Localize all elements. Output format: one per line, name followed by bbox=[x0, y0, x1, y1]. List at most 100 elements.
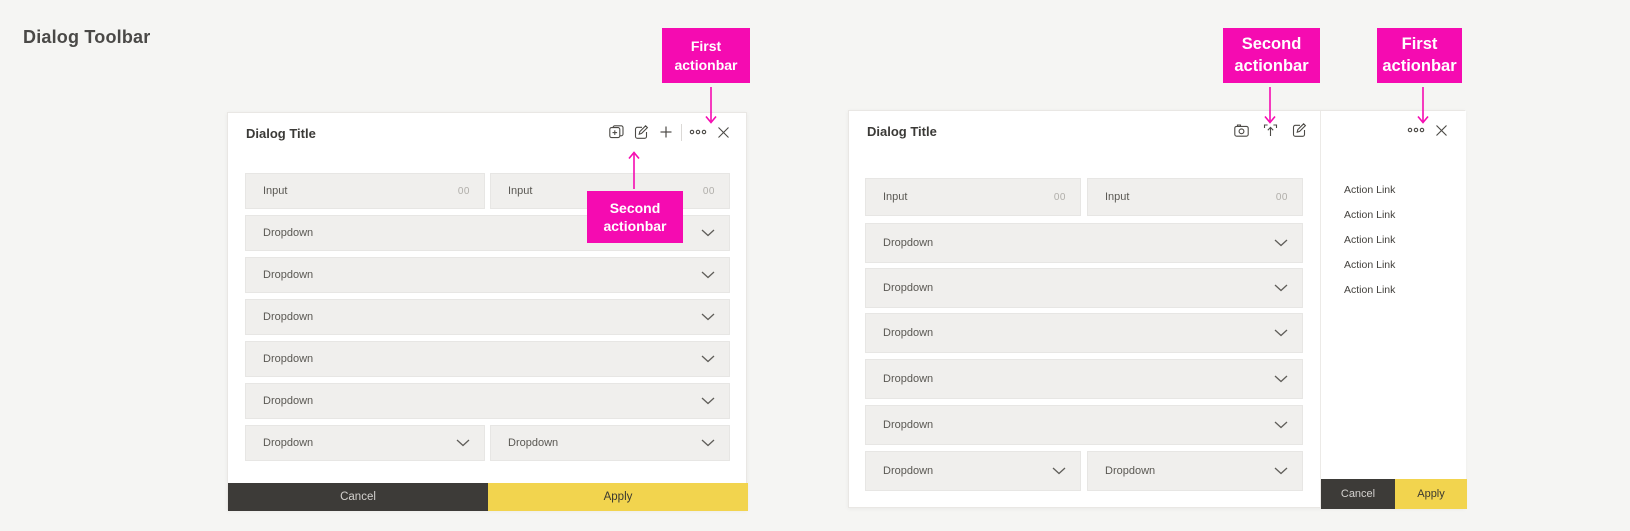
annotation-line: Second bbox=[1241, 34, 1302, 53]
input-label: Input bbox=[508, 185, 533, 197]
action-link[interactable]: Action Link bbox=[1344, 234, 1396, 246]
annotation-arrow-down bbox=[1417, 87, 1429, 124]
chevron-down-icon bbox=[1274, 239, 1288, 247]
close-icon[interactable] bbox=[1432, 121, 1450, 139]
annotation-line: First bbox=[1401, 34, 1438, 53]
chevron-down-icon bbox=[701, 397, 715, 405]
dropdown[interactable]: Dropdown bbox=[245, 257, 730, 293]
dropdown-label: Dropdown bbox=[263, 353, 314, 365]
dropdown[interactable]: Dropdown bbox=[865, 268, 1303, 308]
chevron-down-icon bbox=[1052, 467, 1066, 475]
dropdown-label: Dropdown bbox=[263, 395, 314, 407]
dropdown-label: Dropdown bbox=[1105, 465, 1156, 477]
dropdown-label: Dropdown bbox=[263, 227, 314, 239]
cancel-label: Cancel bbox=[1340, 488, 1376, 500]
input-label: Input bbox=[883, 191, 908, 203]
cancel-label: Cancel bbox=[340, 491, 376, 503]
action-link[interactable]: Action Link bbox=[1344, 209, 1396, 221]
chevron-down-icon bbox=[701, 355, 715, 363]
dropdown-label: Dropdown bbox=[883, 419, 934, 431]
dropdown[interactable]: Dropdown bbox=[865, 405, 1303, 445]
chevron-down-icon bbox=[1274, 329, 1288, 337]
input-label: Input bbox=[1105, 191, 1130, 203]
input-value: 00 bbox=[702, 185, 715, 197]
chevron-down-icon bbox=[1274, 421, 1288, 429]
close-icon[interactable] bbox=[714, 123, 732, 141]
annotation-line: actionbar bbox=[1234, 56, 1309, 75]
annotation-line: First bbox=[690, 38, 722, 55]
plus-icon[interactable] bbox=[657, 123, 675, 141]
action-link[interactable]: Action Link bbox=[1344, 284, 1396, 296]
page-title: Dialog Toolbar bbox=[23, 27, 151, 47]
dialog-left: Dialog Title bbox=[227, 112, 748, 511]
panel-actionbar bbox=[1406, 121, 1450, 139]
dropdown-label: Dropdown bbox=[883, 237, 934, 249]
dropdown[interactable]: Dropdown bbox=[245, 425, 485, 461]
chevron-down-icon bbox=[1274, 375, 1288, 383]
input-field[interactable]: Input 00 bbox=[245, 173, 485, 209]
upload-icon[interactable] bbox=[1261, 121, 1279, 139]
annotation-line: actionbar bbox=[1382, 56, 1457, 75]
cancel-button[interactable]: Cancel bbox=[228, 483, 488, 511]
dropdown-label: Dropdown bbox=[508, 437, 559, 449]
apply-label: Apply bbox=[1417, 488, 1445, 500]
dialog-toolbar bbox=[1232, 121, 1308, 139]
toolbar-divider bbox=[681, 123, 682, 141]
apply-button[interactable]: Apply bbox=[488, 483, 748, 511]
dropdown-label: Dropdown bbox=[883, 282, 934, 294]
action-link[interactable]: Action Link bbox=[1344, 184, 1396, 196]
dropdown[interactable]: Dropdown bbox=[865, 223, 1303, 263]
input-field[interactable]: Input 00 bbox=[1087, 178, 1303, 216]
dropdown[interactable]: Dropdown bbox=[245, 383, 730, 419]
chevron-down-icon bbox=[701, 313, 715, 321]
annotation-second-actionbar-right: Second actionbar bbox=[1223, 28, 1320, 83]
dropdown[interactable]: Dropdown bbox=[245, 299, 730, 335]
dialog-right: Dialog Title bbox=[848, 110, 1467, 509]
dropdown[interactable]: Dropdown bbox=[245, 341, 730, 377]
chevron-down-icon bbox=[1274, 284, 1288, 292]
annotation-arrow-up bbox=[628, 151, 640, 189]
dialog-title: Dialog Title bbox=[867, 124, 937, 139]
dropdown-label: Dropdown bbox=[263, 437, 314, 449]
dialog-side-panel: Action Link Action Link Action Link Acti… bbox=[1320, 111, 1467, 509]
annotation-first-actionbar-right: First actionbar bbox=[1377, 28, 1462, 83]
dropdown-label: Dropdown bbox=[263, 269, 314, 281]
action-link[interactable]: Action Link bbox=[1344, 259, 1396, 271]
chevron-down-icon bbox=[456, 439, 470, 447]
input-label: Input bbox=[263, 185, 288, 197]
dropdown[interactable]: Dropdown bbox=[1087, 451, 1303, 491]
annotation-line: actionbar bbox=[674, 56, 738, 73]
annotation-line: Second bbox=[609, 199, 661, 216]
dropdown-label: Dropdown bbox=[883, 327, 934, 339]
annotation-second-actionbar-left: Second actionbar bbox=[587, 191, 683, 243]
cancel-button[interactable]: Cancel bbox=[1321, 479, 1395, 509]
dialog-toolbar bbox=[607, 123, 732, 141]
apply-label: Apply bbox=[603, 491, 633, 503]
input-field[interactable]: Input 00 bbox=[865, 178, 1081, 216]
dropdown-label: Dropdown bbox=[263, 311, 314, 323]
input-value: 00 bbox=[457, 185, 470, 197]
dropdown[interactable]: Dropdown bbox=[865, 359, 1303, 399]
more-icon[interactable] bbox=[688, 123, 708, 141]
edit-icon[interactable] bbox=[1290, 121, 1308, 139]
chevron-down-icon bbox=[701, 229, 715, 237]
camera-icon[interactable] bbox=[1232, 121, 1250, 139]
input-value: 00 bbox=[1053, 191, 1066, 203]
annotation-line: actionbar bbox=[603, 218, 667, 234]
apply-button[interactable]: Apply bbox=[1395, 479, 1467, 509]
edit-icon[interactable] bbox=[632, 123, 650, 141]
dropdown[interactable]: Dropdown bbox=[865, 451, 1081, 491]
dropdown[interactable]: Dropdown bbox=[865, 313, 1303, 353]
input-value: 00 bbox=[1275, 191, 1288, 203]
dropdown-label: Dropdown bbox=[883, 373, 934, 385]
annotation-first-actionbar-left: First actionbar bbox=[662, 28, 750, 83]
dropdown-label: Dropdown bbox=[883, 465, 934, 477]
chevron-down-icon bbox=[701, 439, 715, 447]
annotation-arrow-down bbox=[1264, 87, 1276, 124]
more-icon[interactable] bbox=[1406, 121, 1426, 139]
dialog-title: Dialog Title bbox=[246, 126, 316, 141]
copy-add-icon[interactable] bbox=[607, 123, 625, 141]
dropdown[interactable]: Dropdown bbox=[490, 425, 730, 461]
chevron-down-icon bbox=[1274, 467, 1288, 475]
